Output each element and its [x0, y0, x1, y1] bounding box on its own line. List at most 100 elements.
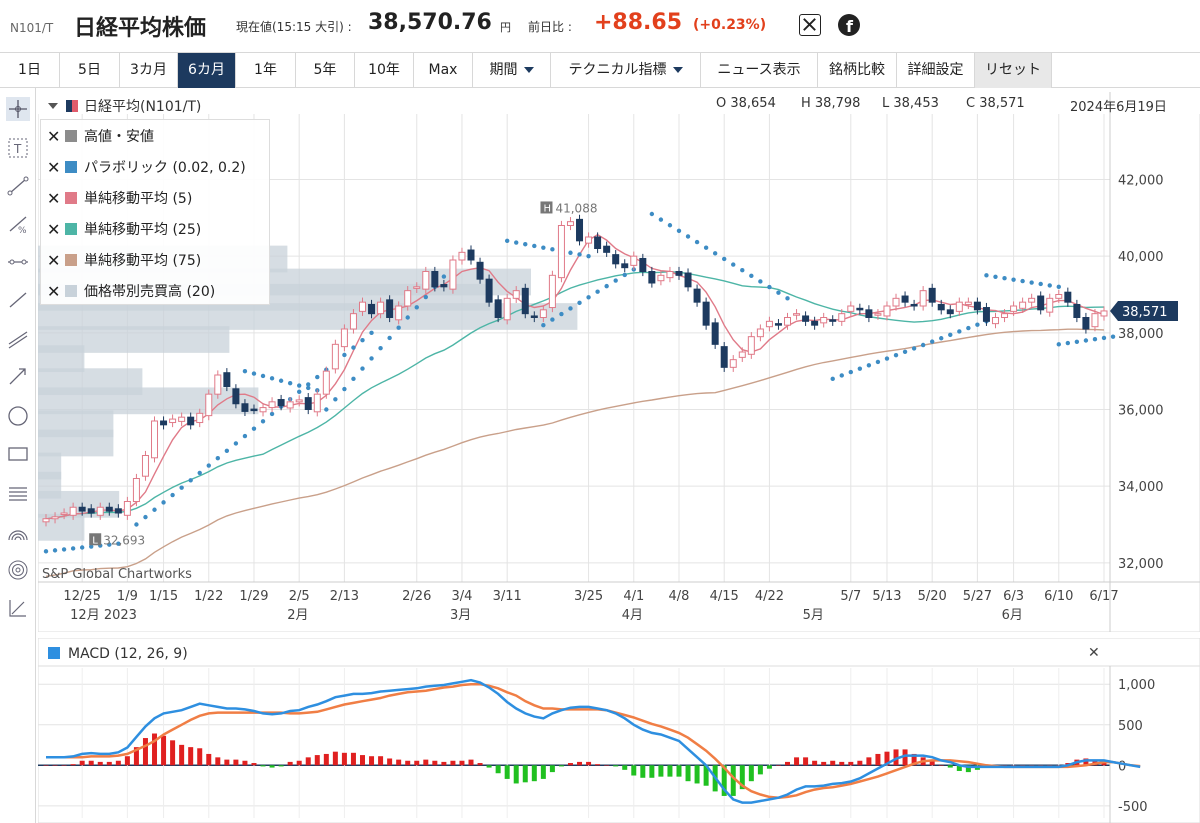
remove-indicator-icon[interactable]: ✕: [47, 219, 61, 239]
histogram-bar: [79, 760, 85, 766]
x-tick-label: 3/4: [452, 589, 473, 604]
x-share-icon[interactable]: [799, 14, 821, 36]
volume-profile-bar: [38, 429, 114, 457]
candle-body: [358, 301, 366, 312]
period-1y-button[interactable]: 1年: [236, 53, 296, 88]
fan-tool-icon[interactable]: [6, 520, 30, 544]
arrow-tool-icon[interactable]: [6, 364, 30, 388]
rectangle-tool-icon[interactable]: [6, 442, 30, 466]
compare-button[interactable]: 銘柄比較: [818, 53, 897, 88]
sar-dot: [1074, 339, 1080, 344]
histogram-bar: [115, 760, 121, 766]
candle-body: [458, 251, 466, 261]
period-max-button[interactable]: Max: [414, 53, 473, 88]
reset-button[interactable]: リセット: [975, 53, 1052, 88]
collapse-arrow-icon[interactable]: [48, 103, 58, 109]
ray-tool-icon[interactable]: [6, 288, 30, 312]
sar-dot: [975, 322, 980, 327]
sar-dot: [369, 330, 374, 336]
news-toggle-button[interactable]: ニュース表示: [701, 53, 818, 88]
histogram-bar: [911, 753, 917, 766]
candle-body: [774, 323, 782, 326]
candle-body: [621, 263, 629, 269]
advanced-settings-button[interactable]: 詳細設定: [897, 53, 975, 88]
histogram-bar: [423, 759, 429, 766]
macd-chart[interactable]: MACD (12, 26, 9) ✕ -500 0 500 1,000: [38, 638, 1200, 823]
period-5y-button[interactable]: 5年: [296, 53, 355, 88]
histogram-bar: [640, 765, 646, 778]
sar-dot: [722, 256, 727, 262]
histogram-bar: [929, 760, 935, 766]
remove-indicator-icon[interactable]: ✕: [47, 126, 61, 146]
indicator-legend: ✕ 高値・安値 ✕ パラボリック (0.02, 0.2) ✕ 単純移動平均 (5) ✕…: [40, 119, 270, 305]
remove-indicator-icon[interactable]: ✕: [47, 188, 61, 208]
candle-body: [368, 303, 376, 315]
candle-body: [811, 320, 819, 326]
volume-profile-bar: [38, 345, 85, 373]
sar-dot: [848, 369, 854, 375]
x-tick-label: 5/20: [918, 589, 947, 604]
sar-dot: [324, 407, 329, 412]
trendline-tool-icon[interactable]: [6, 174, 30, 198]
horizontal-line-tool-icon[interactable]: [6, 250, 30, 274]
candle-body: [160, 420, 168, 426]
period-1d-button[interactable]: 1日: [0, 53, 60, 88]
period-10y-button[interactable]: 10年: [355, 53, 414, 88]
histogram-bar: [1056, 765, 1062, 766]
period-dropdown[interactable]: 期間: [473, 53, 551, 88]
sar-dot: [767, 284, 772, 290]
circle-tool-icon[interactable]: [6, 404, 30, 428]
measure-tool-icon[interactable]: [6, 596, 30, 620]
change-label: 前日比 :: [528, 20, 572, 34]
concentric-circles-tool-icon[interactable]: [6, 558, 30, 582]
sar-dot: [242, 368, 248, 374]
sar-dot: [514, 240, 519, 245]
channel-tool-icon[interactable]: [6, 326, 30, 350]
sar-dot: [333, 397, 338, 402]
remove-indicator-icon[interactable]: ✕: [47, 281, 61, 301]
sar-dot: [197, 470, 202, 476]
histogram-bar: [296, 760, 302, 766]
sar-dot: [920, 342, 926, 348]
remove-indicator-icon[interactable]: ✕: [47, 157, 61, 177]
legend-item: ✕ 単純移動平均 (5): [47, 188, 193, 208]
percent-line-tool-icon[interactable]: %: [6, 212, 30, 236]
histogram-bar: [1029, 765, 1035, 766]
histogram-bar: [658, 765, 664, 777]
candle-body: [313, 393, 321, 413]
legend-swatch: [65, 254, 77, 266]
histogram-bar: [766, 765, 772, 769]
histogram-bar: [350, 752, 356, 766]
x-tick-label: 1/9: [117, 589, 138, 604]
period-5d-button[interactable]: 5日: [60, 53, 120, 88]
text-tool-icon[interactable]: T: [6, 136, 30, 160]
candle-body: [304, 397, 312, 411]
remove-indicator-icon[interactable]: ✕: [47, 250, 61, 270]
histogram-bar: [848, 761, 854, 766]
candle-body: [648, 271, 656, 284]
histogram-bar: [396, 759, 402, 766]
histogram-bar: [730, 765, 736, 796]
sar-dot: [1011, 277, 1016, 282]
candle-body: [205, 393, 213, 417]
sar-dot: [604, 283, 609, 289]
facebook-share-icon[interactable]: f: [838, 14, 860, 36]
histogram-bar: [1047, 765, 1053, 766]
period-3m-button[interactable]: 3カ月: [120, 53, 178, 88]
drawing-tools-panel: T %: [0, 88, 36, 823]
sar-dot: [541, 322, 546, 328]
candle-body: [784, 317, 792, 326]
histogram-bar: [1038, 765, 1044, 766]
fibonacci-tool-icon[interactable]: [6, 482, 30, 506]
sar-dot: [260, 373, 266, 379]
histogram-bar: [97, 761, 103, 766]
histogram-bar: [785, 761, 791, 766]
histogram-bar: [821, 761, 827, 766]
close-icon[interactable]: ✕: [1088, 645, 1100, 661]
technical-indicators-dropdown[interactable]: テクニカル指標: [551, 53, 701, 88]
candle-body: [331, 343, 339, 370]
period-6m-button[interactable]: 6カ月: [178, 53, 236, 88]
sar-dot: [884, 356, 890, 361]
crosshair-tool-icon[interactable]: [6, 97, 30, 121]
candle-body: [1037, 295, 1045, 311]
